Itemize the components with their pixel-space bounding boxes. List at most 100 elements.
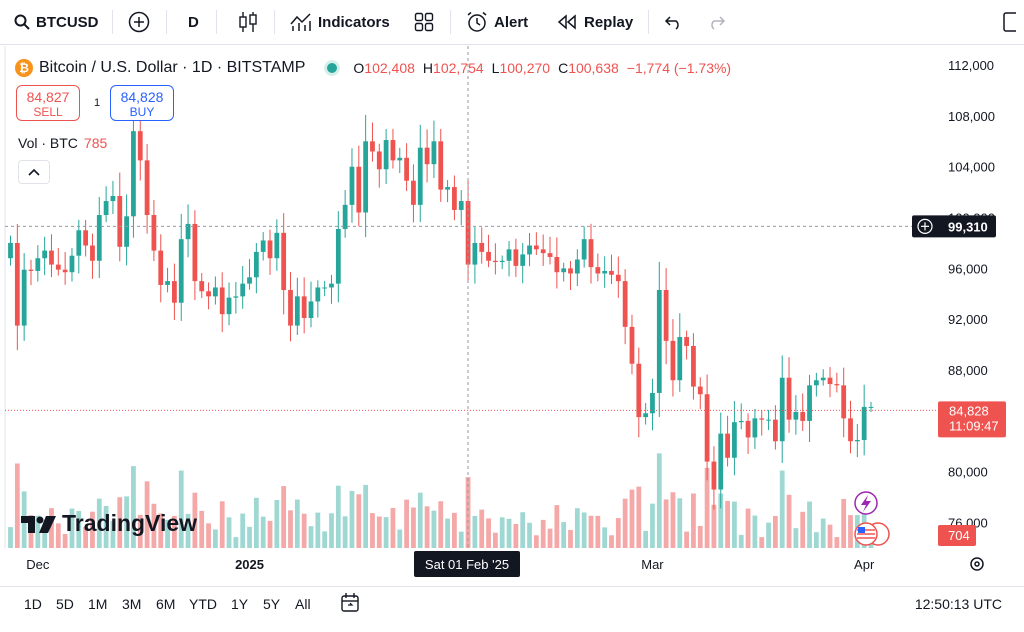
volume-bar [417, 492, 423, 548]
last-price-label: 84,828 11:09:47 [938, 401, 1006, 438]
candle-down [281, 232, 287, 291]
buy-button[interactable]: 84,828 BUY [110, 85, 174, 121]
range-button-3m[interactable]: 3M [122, 596, 142, 612]
volume-bar [411, 507, 416, 548]
candle-down [144, 160, 150, 216]
range-button-ytd[interactable]: YTD [189, 596, 217, 612]
candle-up [247, 277, 252, 284]
candle-up [718, 433, 724, 490]
volume-bar [260, 516, 266, 548]
volume-bar [629, 489, 635, 548]
price-chart[interactable]: 112,000108,000104,000100,00096,00092,000… [0, 45, 1024, 585]
price-tick-label: 108,000 [948, 109, 995, 124]
volume-bar [329, 513, 334, 548]
indicators-button[interactable]: Indicators [290, 0, 390, 44]
volume-bar [370, 513, 375, 548]
volume-bar [124, 496, 129, 548]
volume-bar [452, 512, 457, 548]
candle-down [834, 384, 840, 386]
candle-up [42, 250, 48, 259]
alert-button[interactable]: Alert [466, 0, 528, 44]
candle-up [349, 166, 355, 205]
chart-area[interactable]: 112,000108,000104,000100,00096,00092,000… [0, 45, 1024, 585]
sell-button[interactable]: 84,827 SELL [16, 85, 80, 121]
range-button-1d[interactable]: 1D [24, 596, 42, 612]
range-button-6m[interactable]: 6M [156, 596, 176, 612]
chart-type-button[interactable] [238, 0, 264, 44]
undo-button[interactable] [664, 0, 690, 44]
fullscreen-button[interactable] [1002, 0, 1022, 44]
volume-bar [479, 509, 485, 548]
volume-bar [240, 513, 246, 548]
range-button-5d[interactable]: 5D [56, 596, 74, 612]
candle-up [110, 195, 116, 202]
low-key: L [491, 60, 500, 76]
candle-up [253, 251, 259, 278]
price-axis: 112,000108,000104,000100,00096,00092,000… [948, 58, 995, 531]
candle-down [301, 296, 307, 318]
candle-up [417, 147, 423, 205]
candle-up [854, 439, 860, 442]
compare-symbol-button[interactable] [128, 0, 156, 44]
tv-logo-text: TradingView [62, 510, 198, 536]
candle-up [96, 215, 102, 261]
candle-up [561, 268, 567, 273]
candle-up [397, 157, 403, 161]
candle-up [779, 377, 785, 442]
candle-down [772, 419, 778, 442]
symbol-search-button[interactable]: BTCUSD [14, 0, 99, 44]
candle-down [14, 242, 20, 326]
candle-down [192, 223, 198, 282]
candle-up [472, 242, 478, 265]
candle-up [602, 270, 608, 274]
volume-bar [759, 537, 765, 548]
symbol-legend[interactable]: ₿ Bitcoin / U.S. Dollar · 1D · BITSTAMP … [15, 57, 739, 79]
crosshair-date-label: Sat 01 Feb '25 [414, 551, 520, 577]
volume-bar [841, 498, 847, 548]
volume-legend[interactable]: Vol · BTC 785 [18, 135, 107, 151]
candle-down [376, 151, 382, 170]
interval-button[interactable]: D [188, 0, 199, 44]
replay-button[interactable]: Replay [556, 0, 633, 44]
candle-down [513, 249, 519, 266]
range-button-5y[interactable]: 5Y [263, 596, 281, 612]
utc-clock[interactable]: 12:50:13 UTC [914, 596, 1002, 612]
redo-button[interactable] [706, 0, 732, 44]
collapse-legend-button[interactable] [18, 160, 50, 184]
volume-bar [219, 501, 225, 548]
last-price-text: 84,828 [949, 403, 989, 418]
volume-bar [622, 498, 628, 548]
candle-down [28, 269, 34, 271]
sell-price: 84,827 [26, 89, 70, 105]
candle-down [725, 433, 730, 458]
volume-bar [513, 523, 519, 548]
candle-down [786, 377, 792, 420]
candle-down [158, 250, 164, 285]
volume-bar [35, 515, 41, 548]
volume-bar [602, 527, 608, 548]
volume-bar [151, 503, 157, 548]
layouts-button[interactable] [414, 0, 440, 44]
candle-down [588, 239, 594, 268]
volume-bar [533, 535, 539, 548]
close-value: 100,638 [568, 60, 619, 76]
range-button-1m[interactable]: 1M [88, 596, 108, 612]
rewind-icon [556, 14, 578, 30]
candle-up [315, 287, 321, 302]
range-button-all[interactable]: All [295, 596, 311, 612]
volume-bar [554, 505, 560, 548]
time-tick-label: Dec [26, 557, 50, 572]
volume-bar [356, 494, 362, 548]
volume-bar [609, 535, 614, 548]
volume-bar [349, 490, 355, 548]
volume-bar [697, 525, 703, 548]
date-range-button[interactable] [340, 592, 362, 614]
range-button-1y[interactable]: 1Y [231, 596, 249, 612]
candles [8, 113, 874, 510]
candle-up [431, 141, 437, 165]
tradingview-logo[interactable]: TradingView [20, 510, 197, 537]
crosshair-date-text: Sat 01 Feb '25 [425, 557, 509, 572]
candle-down [704, 394, 710, 462]
candle-down [595, 267, 601, 274]
candle-down [848, 418, 853, 442]
